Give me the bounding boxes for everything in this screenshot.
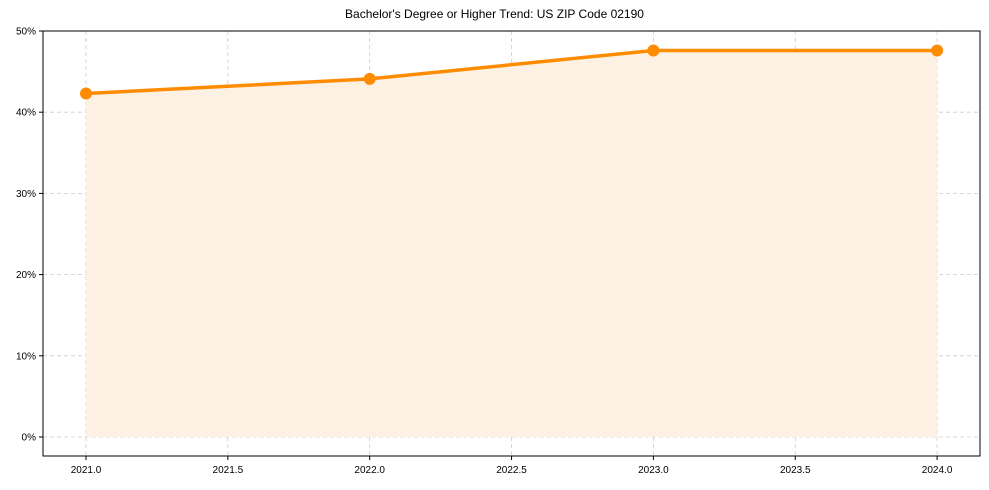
y-axis: 0% 10% 20% 30% 40% 50% bbox=[16, 27, 43, 444]
x-tick-label: 2024.0 bbox=[922, 465, 953, 476]
x-axis: 2021.0 2021.5 2022.0 2022.5 2023.0 2023.5 2024… bbox=[71, 456, 953, 476]
y-tick-label: 10% bbox=[16, 351, 36, 362]
x-tick-label: 2021.5 bbox=[213, 465, 244, 476]
y-tick-label: 50% bbox=[16, 27, 36, 38]
x-tick-label: 2023.0 bbox=[638, 465, 669, 476]
x-tick-label: 2022.0 bbox=[354, 465, 385, 476]
area-fill bbox=[86, 50, 938, 437]
x-tick-label: 2023.5 bbox=[780, 465, 811, 476]
y-tick-label: 30% bbox=[16, 189, 36, 200]
y-tick-label: 0% bbox=[22, 433, 37, 444]
data-point-marker bbox=[647, 44, 660, 57]
data-line bbox=[85, 48, 938, 96]
data-point-marker bbox=[80, 87, 92, 100]
data-markers bbox=[80, 44, 944, 100]
chart-title: Bachelor's Degree or Higher Trend: US ZI… bbox=[345, 7, 644, 21]
data-point-marker bbox=[931, 44, 944, 57]
y-tick-label: 20% bbox=[16, 270, 36, 281]
x-tick-label: 2022.5 bbox=[496, 465, 527, 476]
x-tick-label: 2021.0 bbox=[71, 465, 102, 476]
data-point-marker bbox=[363, 72, 376, 85]
y-tick-label: 40% bbox=[16, 108, 36, 119]
